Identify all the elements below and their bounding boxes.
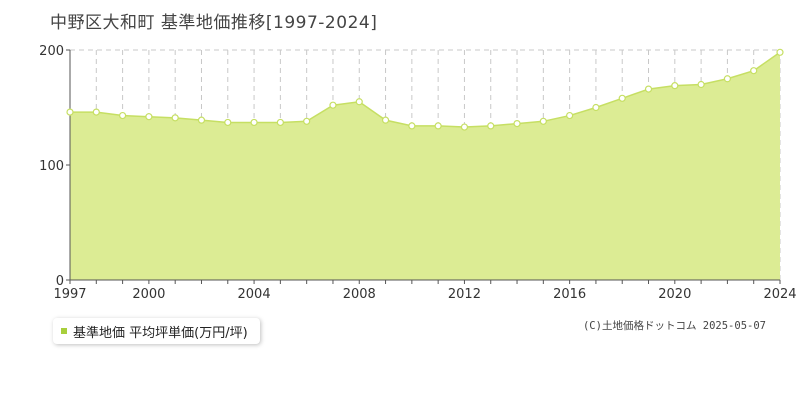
x-tick-label: 1997 [53, 287, 86, 302]
x-tick-label: 2008 [343, 287, 376, 302]
data-point [145, 113, 153, 121]
data-point [644, 85, 653, 93]
data-point [539, 117, 547, 125]
data-point [92, 108, 100, 116]
x-tick-label: 2004 [238, 287, 271, 302]
y-tick-label: 0 [56, 274, 64, 289]
data-point [224, 118, 232, 127]
data-point [250, 118, 258, 127]
series-line [70, 51, 781, 128]
copyright-credit: (C)土地価格ドットコム 2025-05-07 [582, 320, 766, 332]
data-point [381, 116, 390, 124]
x-tick-label: 2000 [132, 287, 165, 302]
data-point [118, 111, 127, 120]
y-tick-label: 200 [39, 44, 64, 59]
data-points [66, 48, 784, 131]
data-point [329, 101, 337, 109]
x-tick-label: 2016 [553, 287, 586, 302]
y-tick-label: 100 [39, 159, 64, 174]
data-point [487, 122, 495, 130]
data-point [434, 122, 442, 130]
data-point [408, 122, 416, 130]
data-point [671, 82, 679, 90]
data-point [592, 103, 600, 112]
data-point [355, 98, 363, 106]
data-point [723, 75, 732, 83]
data-point [697, 80, 705, 89]
data-point [303, 117, 311, 125]
data-point [618, 94, 626, 102]
tick-labels: 1997 2000 2004 2008 2012 2016 2020 2024 0 100 200 [39, 44, 796, 302]
area-fill [70, 52, 780, 280]
data-point [460, 123, 469, 131]
data-point [276, 118, 284, 127]
data-point [566, 111, 574, 120]
legend: 基準地価 平均坪単価(万円/坪) [53, 318, 260, 344]
data-point [750, 67, 758, 75]
chart-title: 中野区大和町 基準地価推移[1997-2024] [50, 13, 378, 33]
legend-swatch [61, 328, 67, 334]
data-point [66, 108, 74, 116]
axes [66, 49, 781, 284]
x-tick-label: 2020 [658, 287, 691, 302]
legend-label: 基準地価 平均坪単価(万円/坪) [73, 325, 248, 341]
x-tick-label: 2012 [448, 287, 481, 302]
data-point [513, 119, 521, 128]
area-series [70, 51, 781, 280]
data-point [171, 114, 179, 122]
data-point [776, 48, 784, 56]
x-tick-label: 2024 [763, 287, 796, 302]
data-point [197, 116, 206, 124]
